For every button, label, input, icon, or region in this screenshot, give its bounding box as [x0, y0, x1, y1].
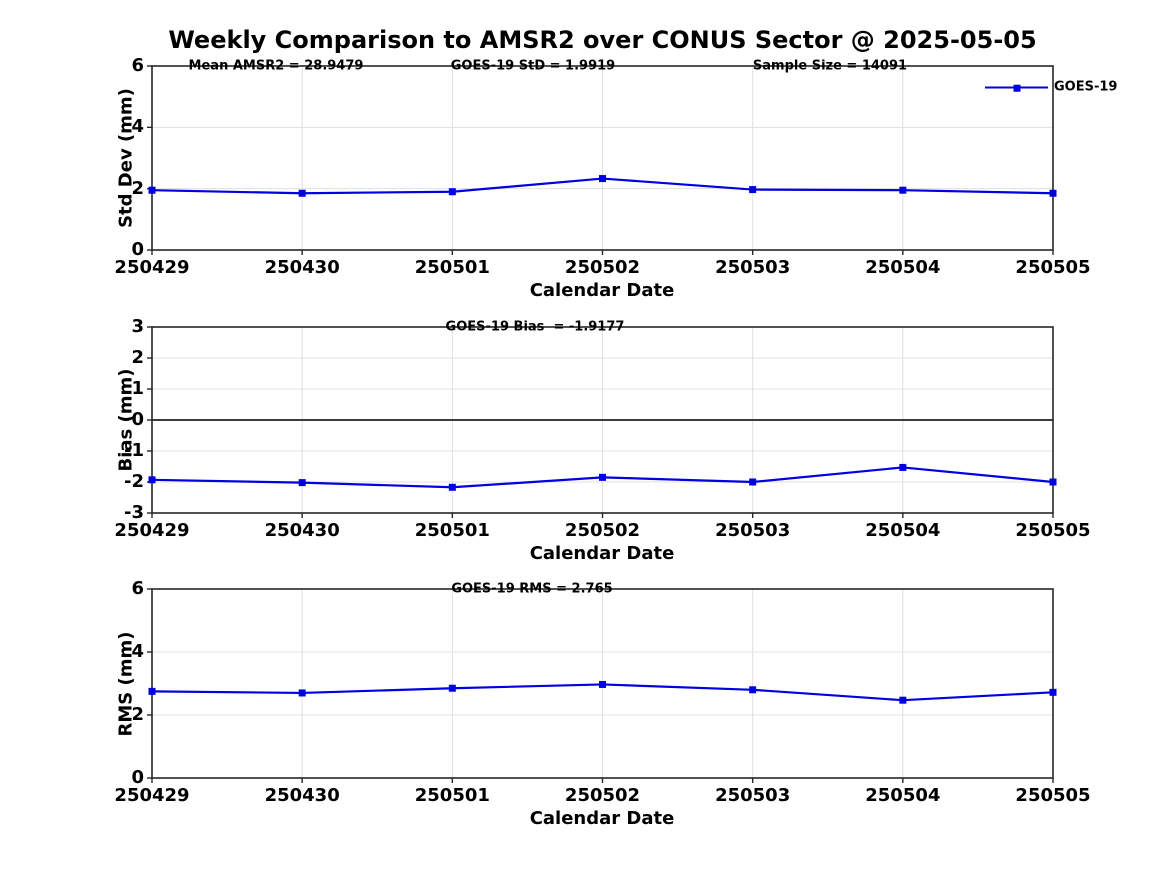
data-point-marker — [899, 463, 907, 471]
data-point-marker — [148, 476, 156, 484]
x-tick-label: 250505 — [1015, 520, 1091, 541]
data-point-marker — [448, 188, 456, 196]
x-tick-label: 250430 — [264, 520, 340, 541]
data-point-marker — [749, 186, 757, 194]
x-tick-label: 250503 — [715, 257, 791, 278]
x-tick-label: 250503 — [715, 520, 791, 541]
data-point-marker — [1049, 189, 1057, 197]
x-tick-label: 250501 — [414, 257, 490, 278]
annotation-goes19-rms: GOES-19 RMS = 2.765 — [451, 581, 613, 597]
legend-line-sample — [985, 84, 1048, 92]
data-point-marker — [899, 696, 907, 704]
y-axis-label-std-dev: Std Dev (mm) — [115, 88, 137, 228]
data-point-marker — [148, 186, 156, 194]
subplot-std-dev — [147, 65, 1057, 255]
legend-label: GOES-19 — [1054, 79, 1118, 95]
x-tick-label: 250502 — [564, 520, 641, 541]
y-tick-label: 0 — [131, 409, 144, 430]
data-point-marker — [749, 686, 757, 694]
y-tick-label: 2 — [131, 177, 144, 199]
data-point-marker — [298, 189, 306, 197]
data-point-marker — [448, 483, 456, 491]
data-point-marker — [1049, 688, 1057, 696]
x-axis-label-calendar-date-2: Calendar Date — [529, 543, 675, 564]
x-tick-label: 250502 — [564, 257, 641, 278]
x-tick-label: 250503 — [715, 785, 791, 806]
annotation-sample-size: Sample Size = 14091 — [752, 58, 908, 74]
x-tick-label: 250429 — [114, 785, 190, 806]
y-tick-label: 0 — [131, 767, 144, 788]
legend: GOES-19 — [985, 80, 1117, 95]
x-tick-label: 250430 — [264, 785, 340, 806]
x-tick-label: 250501 — [414, 520, 490, 541]
x-tick-label: 250429 — [114, 257, 190, 278]
data-point-marker — [298, 689, 306, 697]
x-tick-label: 250505 — [1015, 785, 1091, 806]
y-tick-label: -2 — [124, 471, 144, 492]
data-point-marker — [599, 680, 606, 688]
annotation-goes19-bias: GOES-19 Bias = -1.9177 — [445, 319, 625, 335]
y-axis-label-bias: Bias (mm) — [115, 368, 137, 472]
data-point-marker — [148, 687, 156, 695]
y-tick-label: -3 — [124, 502, 144, 523]
subplot-bias — [147, 326, 1057, 518]
x-tick-label: 250501 — [414, 785, 490, 806]
data-point-marker — [298, 479, 306, 487]
y-tick-label: 4 — [131, 116, 144, 138]
y-tick-label: 2 — [131, 347, 144, 368]
x-tick-label: 250502 — [564, 785, 641, 806]
annotation-mean-amsr2: Mean AMSR2 = 28.9479 — [188, 58, 364, 74]
y-tick-label: 6 — [131, 55, 144, 76]
y-tick-label: 3 — [131, 316, 144, 337]
x-tick-label: 250430 — [264, 257, 340, 278]
data-point-marker — [599, 175, 606, 183]
x-tick-label: 250504 — [865, 520, 941, 541]
legend-marker — [1013, 84, 1020, 92]
y-tick-label: 2 — [131, 704, 144, 725]
data-point-marker — [448, 684, 456, 692]
chart-title: Weekly Comparison to AMSR2 over CONUS Se… — [168, 26, 1037, 54]
y-tick-label: 6 — [131, 578, 144, 599]
x-tick-label: 250504 — [865, 257, 941, 278]
x-tick-label: 250429 — [114, 520, 190, 541]
y-tick-label: 4 — [131, 641, 144, 662]
y-axis-label-rms: RMS (mm) — [115, 631, 137, 737]
y-tick-label: 0 — [131, 239, 144, 260]
data-point-marker — [749, 478, 757, 486]
x-tick-label: 250504 — [865, 785, 941, 806]
y-tick-label: -1 — [124, 440, 144, 461]
y-tick-label: 1 — [131, 378, 144, 399]
annotation-goes19-std: GOES-19 StD = 1.9919 — [450, 58, 616, 74]
x-tick-label: 250505 — [1015, 257, 1091, 278]
data-point-marker — [599, 473, 606, 481]
data-point-marker — [899, 186, 907, 194]
x-axis-label-calendar-date-3: Calendar Date — [529, 808, 675, 829]
subplot-rms — [147, 588, 1057, 783]
x-axis-label-calendar-date-1: Calendar Date — [529, 280, 675, 301]
data-point-marker — [1049, 478, 1057, 486]
